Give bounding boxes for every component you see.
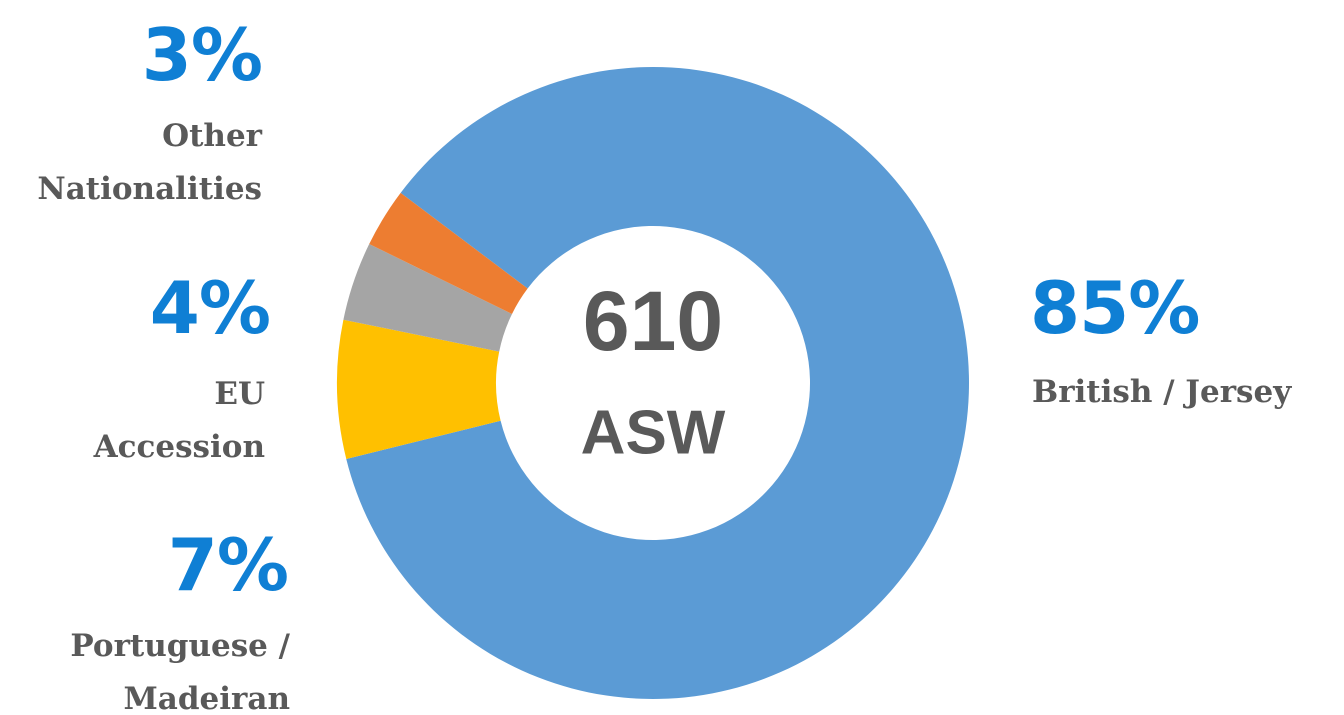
slices — [337, 66, 970, 700]
percent-label: 85% — [1030, 266, 1200, 350]
center-unit: ASW — [581, 398, 726, 467]
category-label: British / Jersey — [1032, 374, 1292, 410]
percent-label: 3% — [141, 13, 263, 97]
center-value: 610 — [583, 274, 723, 368]
percent-label: 4% — [149, 266, 271, 350]
category-label: EU Accession — [93, 376, 266, 465]
category-label: Other Nationalities — [37, 118, 263, 207]
percent-label: 7% — [167, 523, 289, 607]
slice — [343, 244, 512, 352]
slice — [346, 66, 970, 700]
slice — [369, 192, 528, 314]
category-label: Portuguese / Madeiran — [70, 628, 290, 715]
slice — [337, 319, 501, 459]
